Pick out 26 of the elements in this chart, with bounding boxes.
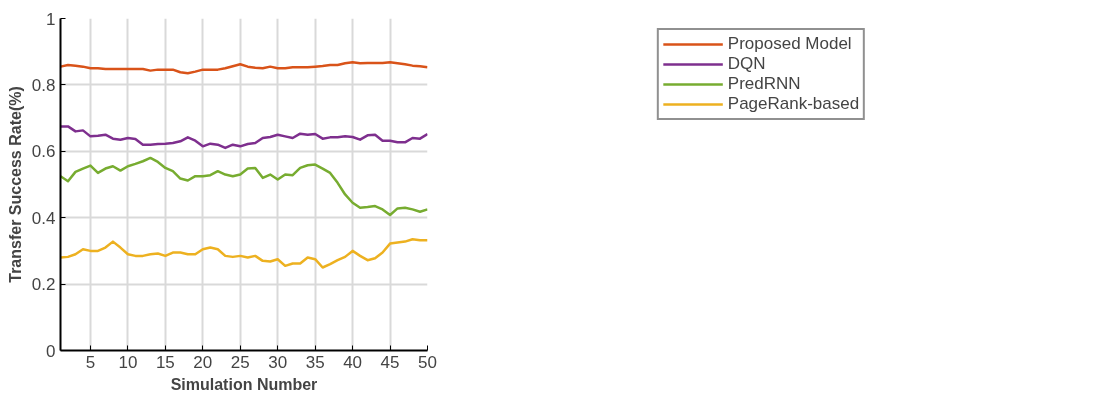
- line-series: [60, 156, 428, 217]
- y-axis-title: Transfer Success Rate(%): [6, 86, 24, 283]
- y-tick-label: 0.6: [31, 142, 56, 162]
- line-series: [60, 125, 428, 150]
- y-tick-label: 0.8: [31, 75, 56, 95]
- x-tick-label: 45: [380, 352, 400, 372]
- line-series: [60, 61, 428, 75]
- x-tick-label: 10: [118, 352, 138, 372]
- line-series: [60, 238, 428, 269]
- x-axis-title: Simulation Number: [170, 375, 318, 393]
- y-tick-label: 0: [46, 341, 56, 361]
- legend-label: Proposed Model: [727, 34, 852, 54]
- legend-label: DQN: [727, 54, 766, 74]
- x-tick-label: 50: [418, 352, 437, 372]
- x-tick-label: 25: [230, 352, 250, 372]
- y-tick-label: 0.2: [31, 275, 56, 295]
- legend-label: PageRank-based: [727, 94, 860, 114]
- x-tick-label: 30: [268, 352, 288, 372]
- legend-label: PredRNN: [727, 74, 801, 94]
- x-tick-label: 15: [155, 352, 175, 372]
- x-tick-label: 40: [343, 352, 363, 372]
- x-tick-label: 20: [193, 352, 213, 372]
- x-tick-label: 35: [305, 352, 325, 372]
- y-tick-label: 1: [46, 9, 56, 29]
- x-tick-label: 5: [85, 352, 96, 372]
- y-tick-label: 0.4: [31, 208, 56, 228]
